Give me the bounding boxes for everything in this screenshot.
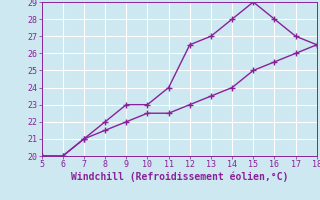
X-axis label: Windchill (Refroidissement éolien,°C): Windchill (Refroidissement éolien,°C) xyxy=(70,172,288,182)
